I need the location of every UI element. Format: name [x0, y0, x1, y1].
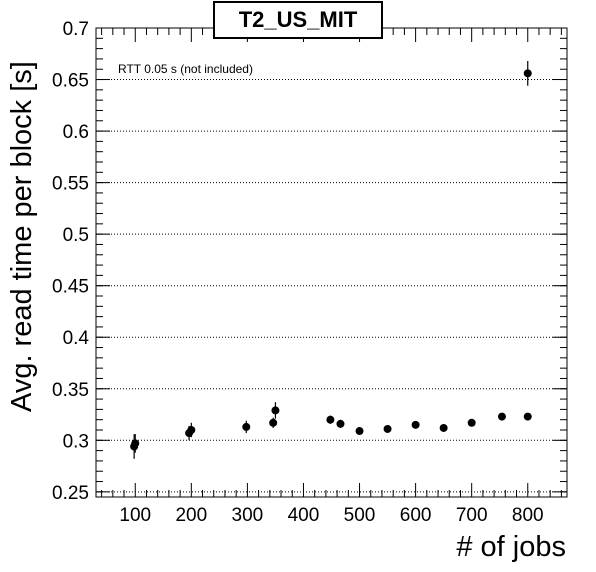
data-point — [411, 420, 420, 429]
data-point — [269, 418, 278, 427]
data-point — [439, 423, 448, 432]
y-tick-label: 0.6 — [63, 122, 89, 143]
points-layer — [130, 60, 532, 459]
data-point — [523, 412, 532, 421]
x-axis-label: # of jobs — [456, 531, 566, 563]
y-tick-label: 0.35 — [52, 380, 89, 401]
x-tick-label: 600 — [400, 505, 432, 526]
data-point — [523, 69, 532, 78]
data-point — [355, 427, 364, 436]
title-box — [213, 1, 383, 39]
chart-title: T2_US_MIT — [239, 7, 358, 32]
annotation-text: RTT 0.05 s (not included) — [118, 62, 253, 76]
x-tick-label: 700 — [456, 505, 488, 526]
y-tick-label: 0.45 — [52, 277, 89, 298]
data-point — [467, 418, 476, 427]
data-point — [497, 412, 506, 421]
y-tick-label: 0.3 — [63, 431, 89, 452]
y-tick-label: 0.5 — [63, 225, 89, 246]
y-axis-label: Avg. read time per block [s] — [6, 61, 38, 412]
data-point — [242, 422, 251, 431]
grid-layer — [96, 79, 567, 493]
x-tick-label: 500 — [344, 505, 376, 526]
x-tick-label: 100 — [119, 505, 151, 526]
data-point — [187, 426, 196, 434]
y-tick-label: 0.4 — [63, 328, 90, 349]
plot-frame — [95, 27, 568, 498]
data-point — [336, 419, 345, 428]
tick-labels-layer: 0.25 0.3 0.35 0.4 0.45 0.5 0.55 0.6 0.65 0.7 100 20… — [52, 19, 544, 526]
x-tick-label: 400 — [288, 505, 320, 526]
x-tick-label: 800 — [512, 505, 544, 526]
x-tick-label: 300 — [232, 505, 264, 526]
data-point — [131, 439, 140, 448]
y-tick-label: 0.25 — [52, 483, 89, 504]
data-point — [271, 406, 280, 415]
y-tick-label: 0.65 — [52, 71, 89, 92]
data-point — [326, 415, 335, 424]
data-point — [383, 424, 392, 433]
ticks-layer — [96, 27, 567, 497]
y-tick-label: 0.7 — [63, 19, 89, 40]
x-tick-label: 200 — [175, 505, 207, 526]
y-tick-label: 0.55 — [52, 174, 89, 195]
